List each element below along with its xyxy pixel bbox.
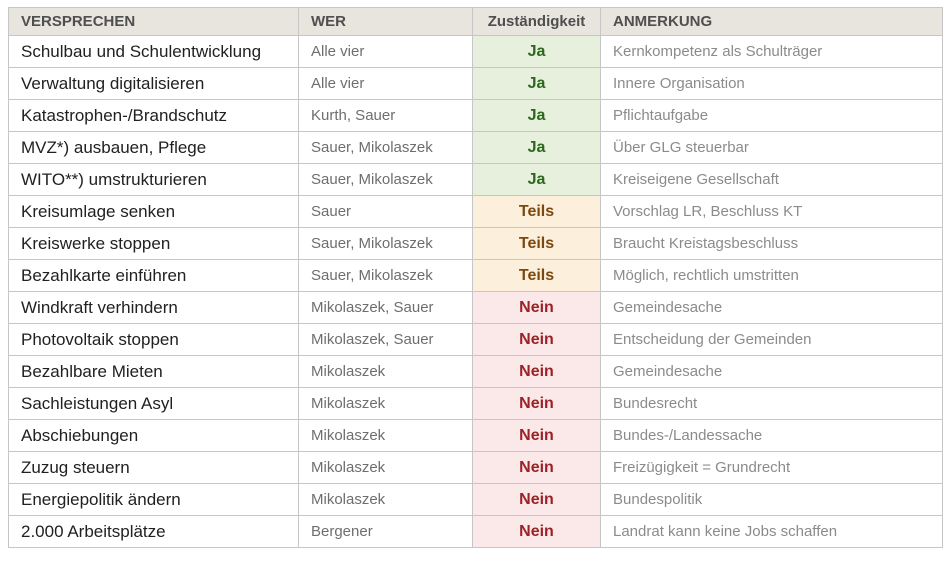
responsibility-status-cell: Ja	[472, 131, 601, 164]
responsibility-status-cell: Nein	[472, 483, 601, 516]
table-row: Schulbau und Schulentwicklung Alle vier …	[8, 35, 943, 68]
remark-cell: Freizügigkeit = Grundrecht	[600, 451, 943, 484]
table-row: Energiepolitik ändern Mikolaszek Nein Bu…	[8, 483, 943, 516]
remark-cell: Über GLG steuerbar	[600, 131, 943, 164]
remark-cell: Entscheidung der Gemeinden	[600, 323, 943, 356]
table-row: 2.000 Arbeitsplätze Bergener Nein Landra…	[8, 515, 943, 548]
promise-cell: Katastrophen-/Brandschutz	[8, 99, 299, 132]
who-cell: Mikolaszek, Sauer	[298, 291, 473, 324]
remark-cell: Gemeindesache	[600, 355, 943, 388]
responsibility-status-cell: Ja	[472, 163, 601, 196]
promise-cell: Windkraft verhindern	[8, 291, 299, 324]
table-row: Kreisumlage senken Sauer Teils Vorschlag…	[8, 195, 943, 228]
who-cell: Alle vier	[298, 67, 473, 100]
responsibility-status-cell: Nein	[472, 355, 601, 388]
table-row: Windkraft verhindern Mikolaszek, Sauer N…	[8, 291, 943, 324]
promise-cell: Schulbau und Schulentwicklung	[8, 35, 299, 68]
promise-cell: Bezahlkarte einführen	[8, 259, 299, 292]
table-row: Sachleistungen Asyl Mikolaszek Nein Bund…	[8, 387, 943, 420]
remark-cell: Bundespolitik	[600, 483, 943, 516]
promise-cell: Kreisumlage senken	[8, 195, 299, 228]
table-row: Bezahlkarte einführen Sauer, Mikolaszek …	[8, 259, 943, 292]
who-cell: Mikolaszek, Sauer	[298, 323, 473, 356]
remark-cell: Braucht Kreistagsbeschluss	[600, 227, 943, 260]
remark-cell: Gemeindesache	[600, 291, 943, 324]
responsibility-status-cell: Ja	[472, 35, 601, 68]
table-row: Zuzug steuern Mikolaszek Nein Freizügigk…	[8, 451, 943, 484]
who-cell: Sauer, Mikolaszek	[298, 259, 473, 292]
responsibility-status-cell: Nein	[472, 387, 601, 420]
promises-table: VERSPRECHEN WER Zuständigkeit ANMERKUNG …	[8, 7, 943, 548]
remark-cell: Kernkompetenz als Schulträger	[600, 35, 943, 68]
responsibility-status-cell: Ja	[472, 67, 601, 100]
responsibility-status-cell: Teils	[472, 259, 601, 292]
table-row: WITO**) umstrukturieren Sauer, Mikolasze…	[8, 163, 943, 196]
remark-cell: Vorschlag LR, Beschluss KT	[600, 195, 943, 228]
promise-cell: 2.000 Arbeitsplätze	[8, 515, 299, 548]
who-cell: Sauer, Mikolaszek	[298, 131, 473, 164]
table-row: MVZ*) ausbauen, Pflege Sauer, Mikolaszek…	[8, 131, 943, 164]
who-cell: Sauer, Mikolaszek	[298, 163, 473, 196]
table-body: Schulbau und Schulentwicklung Alle vier …	[8, 35, 943, 548]
remark-cell: Landrat kann keine Jobs schaffen	[600, 515, 943, 548]
who-cell: Bergener	[298, 515, 473, 548]
promise-cell: Bezahlbare Mieten	[8, 355, 299, 388]
header-row: VERSPRECHEN WER Zuständigkeit ANMERKUNG	[8, 7, 943, 36]
who-cell: Mikolaszek	[298, 483, 473, 516]
remark-cell: Möglich, rechtlich umstritten	[600, 259, 943, 292]
promise-cell: Kreiswerke stoppen	[8, 227, 299, 260]
column-header-versprechen: VERSPRECHEN	[8, 7, 299, 36]
responsibility-status-cell: Nein	[472, 419, 601, 452]
remark-cell: Pflichtaufgabe	[600, 99, 943, 132]
column-header-zustaendigkeit: Zuständigkeit	[472, 7, 601, 36]
table-row: Bezahlbare Mieten Mikolaszek Nein Gemein…	[8, 355, 943, 388]
table-row: Photovoltaik stoppen Mikolaszek, Sauer N…	[8, 323, 943, 356]
table-row: Verwaltung digitalisieren Alle vier Ja I…	[8, 67, 943, 100]
remark-cell: Innere Organisation	[600, 67, 943, 100]
who-cell: Sauer	[298, 195, 473, 228]
promise-cell: Verwaltung digitalisieren	[8, 67, 299, 100]
remark-cell: Bundesrecht	[600, 387, 943, 420]
promise-cell: Zuzug steuern	[8, 451, 299, 484]
responsibility-status-cell: Nein	[472, 451, 601, 484]
responsibility-status-cell: Teils	[472, 227, 601, 260]
promise-cell: Photovoltaik stoppen	[8, 323, 299, 356]
promises-table-page: VERSPRECHEN WER Zuständigkeit ANMERKUNG …	[8, 7, 943, 548]
who-cell: Mikolaszek	[298, 419, 473, 452]
who-cell: Mikolaszek	[298, 387, 473, 420]
who-cell: Alle vier	[298, 35, 473, 68]
table-row: Abschiebungen Mikolaszek Nein Bundes-/La…	[8, 419, 943, 452]
who-cell: Mikolaszek	[298, 355, 473, 388]
promise-cell: Abschiebungen	[8, 419, 299, 452]
table-row: Katastrophen-/Brandschutz Kurth, Sauer J…	[8, 99, 943, 132]
responsibility-status-cell: Teils	[472, 195, 601, 228]
promise-cell: Energiepolitik ändern	[8, 483, 299, 516]
promise-cell: MVZ*) ausbauen, Pflege	[8, 131, 299, 164]
who-cell: Mikolaszek	[298, 451, 473, 484]
remark-cell: Bundes-/Landessache	[600, 419, 943, 452]
responsibility-status-cell: Nein	[472, 323, 601, 356]
column-header-anmerkung: ANMERKUNG	[600, 7, 943, 36]
promise-cell: Sachleistungen Asyl	[8, 387, 299, 420]
responsibility-status-cell: Ja	[472, 99, 601, 132]
responsibility-status-cell: Nein	[472, 515, 601, 548]
responsibility-status-cell: Nein	[472, 291, 601, 324]
who-cell: Sauer, Mikolaszek	[298, 227, 473, 260]
column-header-wer: WER	[298, 7, 473, 36]
who-cell: Kurth, Sauer	[298, 99, 473, 132]
remark-cell: Kreiseigene Gesellschaft	[600, 163, 943, 196]
table-row: Kreiswerke stoppen Sauer, Mikolaszek Tei…	[8, 227, 943, 260]
promise-cell: WITO**) umstrukturieren	[8, 163, 299, 196]
